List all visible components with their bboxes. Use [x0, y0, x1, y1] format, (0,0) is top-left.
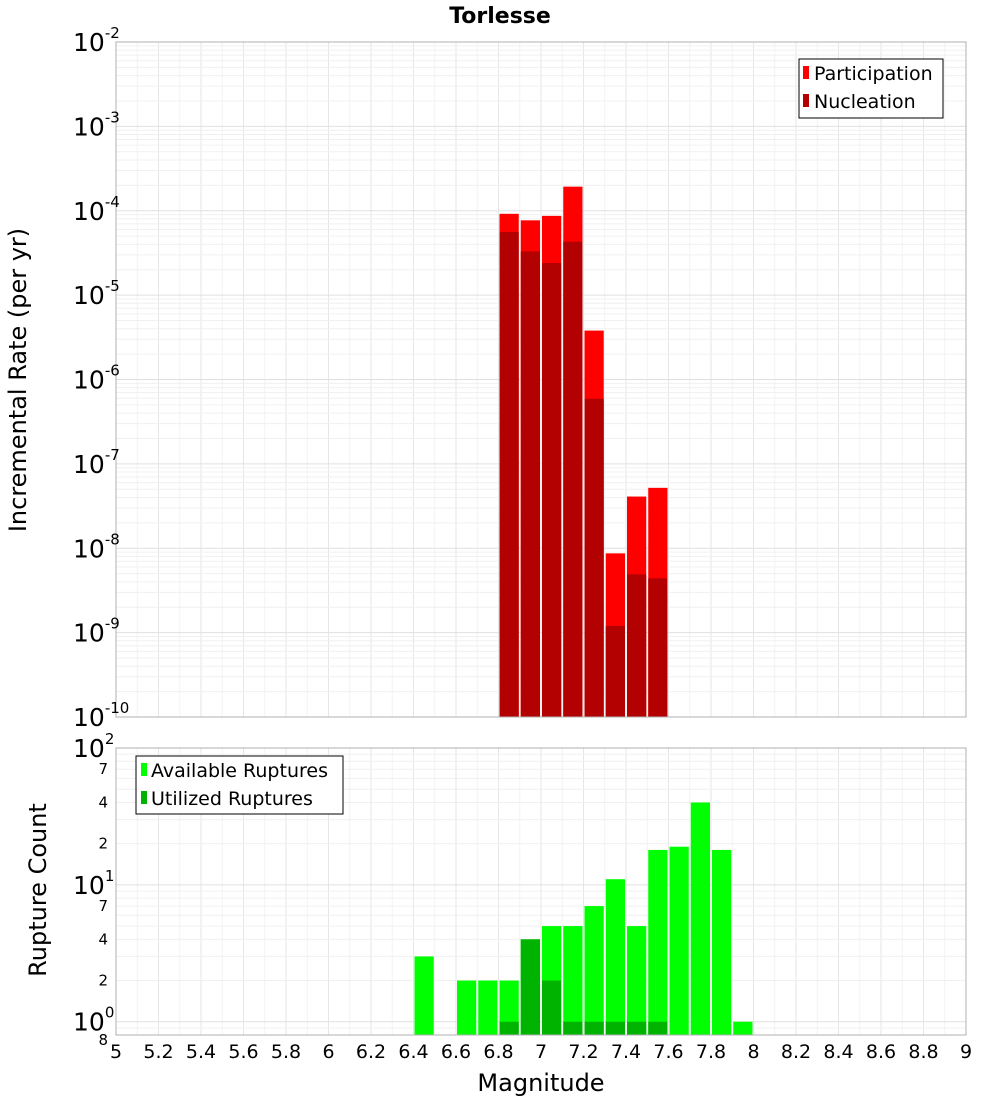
count-bar-b-7.55 — [648, 1021, 668, 1035]
x-tick-label: 8 — [747, 1041, 759, 1063]
legend-swatch-available — [141, 763, 147, 776]
rate-bar-b-7.05 — [542, 263, 562, 717]
count-bar-b-7.45 — [627, 1021, 647, 1035]
count-bar-b-7.35 — [605, 1021, 625, 1035]
count-bar-a-6.45 — [414, 956, 434, 1035]
count-bar-a-7.75 — [690, 802, 710, 1035]
y-minor-tick-label: 2 — [98, 835, 108, 853]
count-bar-b-6.85 — [499, 1021, 519, 1035]
x-tick-label: 7.6 — [653, 1041, 683, 1063]
count-bar-a-7.35 — [605, 879, 625, 1035]
x-tick-label: 6 — [322, 1041, 334, 1063]
bottom-bars — [414, 802, 753, 1035]
rate-bar-b-7.25 — [584, 398, 604, 717]
x-tick-label: 8.2 — [781, 1041, 811, 1063]
chart-title: Torlesse — [449, 4, 551, 29]
y-minor-tick-label: 4 — [98, 930, 108, 948]
legend-label-available: Available Ruptures — [151, 760, 328, 782]
x-tick-label: 8.4 — [823, 1041, 853, 1063]
legend-swatch-participation — [803, 66, 809, 79]
y-tick-label: 10-2 — [73, 24, 120, 57]
bottom-legend: Available Ruptures Utilized Ruptures — [135, 755, 344, 815]
x-tick-label: 6.2 — [356, 1041, 386, 1063]
count-bar-a-6.85 — [499, 980, 519, 1035]
y-tick-label: 101 — [73, 867, 114, 900]
count-bar-b-7.15 — [563, 1021, 583, 1035]
legend-label-nucleation: Nucleation — [814, 91, 916, 113]
count-bar-b-6.95 — [520, 939, 540, 1035]
y-minor-tick-label: 7 — [98, 897, 108, 915]
x-tick-label: 7.4 — [611, 1041, 641, 1063]
y-minor-tick-label: 2 — [98, 972, 108, 990]
x-tick-label: 5.2 — [143, 1041, 173, 1063]
y-tick-label: 10-10 — [73, 699, 129, 732]
count-bar-a-7.15 — [563, 926, 583, 1035]
y-tick-label: 10-8 — [73, 530, 120, 563]
x-tick-label: 6.6 — [441, 1041, 471, 1063]
x-tick-label: 5.8 — [271, 1041, 301, 1063]
y-minor-tick-label: 4 — [98, 793, 108, 811]
rate-bar-b-7.45 — [627, 574, 647, 717]
y-minor-tick-label: 7 — [98, 760, 108, 778]
legend-label-utilized: Utilized Ruptures — [151, 788, 313, 810]
top-y-axis-label: Incremental Rate (per yr) — [4, 228, 32, 532]
y-tick-label: 10-9 — [73, 615, 120, 648]
x-tick-label: 6.8 — [483, 1041, 513, 1063]
y-minor-tick-label: 8 — [98, 1031, 108, 1049]
x-ticks: 5 5.2 5.4 5.6 5.8 6 6.2 6.4 6.6 6.8 7 7.2 7.4 7.6 7.8 8… — [110, 1041, 972, 1063]
rate-bar-b-6.85 — [499, 231, 519, 717]
x-tick-label: 6.4 — [398, 1041, 428, 1063]
bottom-y-ticks: 100 101 102 8 2 4 7 2 4 7 — [73, 730, 114, 1049]
count-bar-b-7.25 — [584, 1021, 604, 1035]
rate-bar-b-7.15 — [563, 241, 583, 718]
y-tick-label: 10-6 — [73, 362, 120, 395]
top-grid — [115, 42, 967, 718]
count-bar-a-7.25 — [584, 906, 604, 1035]
count-bar-a-7.45 — [627, 926, 647, 1035]
x-tick-label: 7.2 — [568, 1041, 598, 1063]
x-tick-label: 5 — [110, 1041, 122, 1063]
bottom-plot-border — [115, 747, 967, 1036]
top-plot-border — [115, 41, 967, 718]
count-bar-a-7.85 — [712, 849, 732, 1035]
top-bars — [499, 186, 668, 718]
count-bar-a-7.55 — [648, 849, 668, 1035]
x-tick-label: 9 — [960, 1041, 972, 1063]
x-tick-label: 8.6 — [866, 1041, 896, 1063]
rate-bar-b-6.95 — [520, 251, 540, 718]
top-legend: Participation Nucleation — [798, 58, 944, 119]
x-tick-label: 8.8 — [908, 1041, 938, 1063]
top-legend-box — [798, 58, 944, 119]
top-y-ticks: 10-10 10-9 10-8 10-7 10-6 10-5 10-4 10-3 10-2 — [73, 24, 129, 732]
y-tick-label: 100 — [73, 1004, 114, 1037]
x-tick-label: 7 — [535, 1041, 547, 1063]
x-tick-label: 5.6 — [228, 1041, 258, 1063]
y-tick-label: 10-5 — [73, 277, 120, 310]
y-tick-label: 10-4 — [73, 193, 120, 226]
count-bar-a-6.75 — [478, 980, 498, 1035]
y-tick-label: 102 — [73, 730, 114, 763]
y-tick-label: 10-3 — [73, 108, 120, 141]
count-bar-b-7.05 — [542, 980, 562, 1035]
x-axis-label: Magnitude — [477, 1069, 604, 1097]
x-tick-label: 5.4 — [186, 1041, 216, 1063]
rate-bar-b-7.35 — [605, 625, 625, 717]
count-bar-a-7.95 — [733, 1021, 753, 1035]
bottom-legend-box — [135, 755, 344, 815]
count-bar-a-7.65 — [669, 846, 689, 1035]
count-bar-a-6.65 — [457, 980, 477, 1035]
legend-swatch-nucleation — [803, 94, 809, 107]
y-tick-label: 10-7 — [73, 446, 120, 479]
legend-swatch-utilized — [141, 791, 147, 804]
bottom-y-axis-label: Rupture Count — [24, 803, 52, 977]
legend-label-participation: Participation — [814, 63, 933, 85]
x-tick-label: 7.8 — [696, 1041, 726, 1063]
rate-bar-b-7.55 — [648, 578, 668, 717]
